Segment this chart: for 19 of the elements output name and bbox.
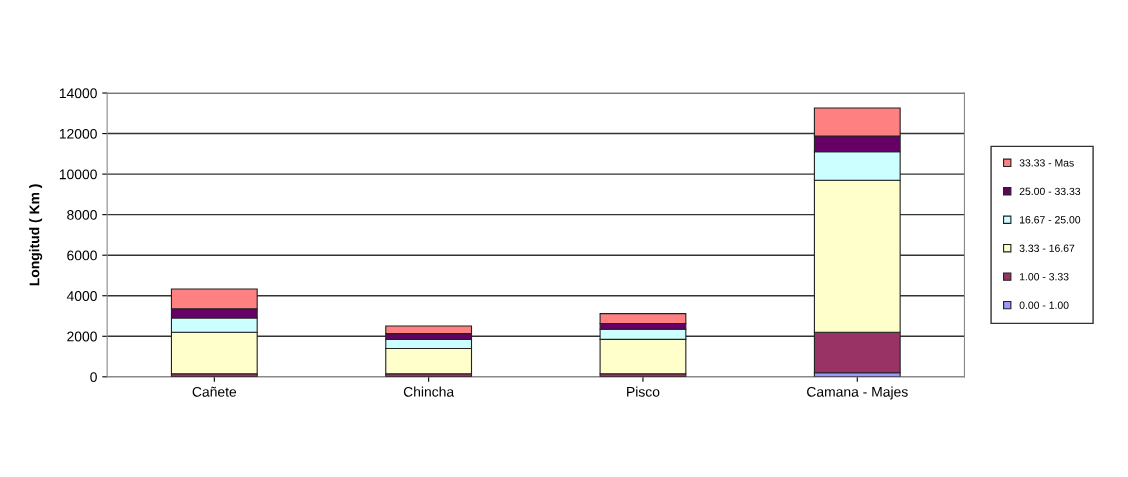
y-axis-title: Longitud ( Km ) [29,184,43,286]
x-tick-label: Pisco [627,386,660,397]
legend-label: 1.00 - 3.33 [1020,273,1069,281]
legend-label: 0.00 - 1.00 [1019,301,1069,309]
x-tick-label: Cañete [192,386,237,397]
legend-label: 16.67 - 25.00 [1020,216,1081,224]
y-tick-label: 10000 [59,169,97,180]
x-tick-label: Camana - Majes [807,386,908,400]
y-tick-label: 12000 [59,128,97,139]
y-tick-label: 0 [90,372,97,382]
legend-label: 3.33 - 16.67 [1019,244,1075,252]
legend-label: 25.00 - 33.33 [1019,187,1081,196]
y-tick-label: 2000 [67,331,97,342]
y-tick-label: 14000 [59,88,97,99]
y-tick-label: 4000 [66,291,97,301]
y-tick-label: 6000 [67,250,97,261]
y-tick-label: 8000 [67,209,97,220]
x-tick-label: Chincha [403,386,455,397]
legend-label: 33.33 - Mas [1019,159,1074,167]
